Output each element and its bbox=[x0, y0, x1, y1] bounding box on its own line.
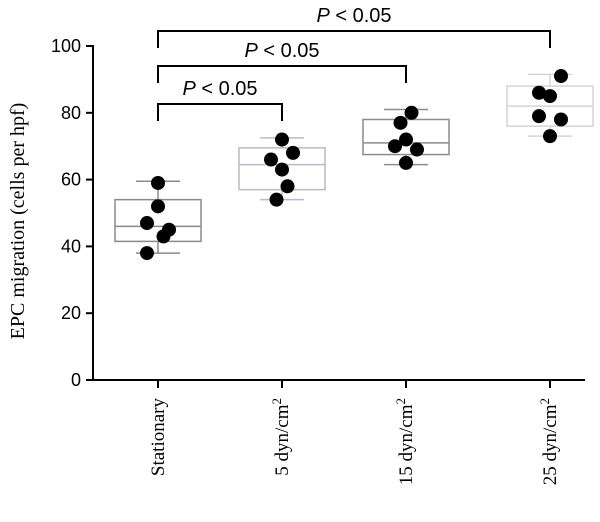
significance-bracket-1 bbox=[157, 65, 407, 83]
data-point-3-2 bbox=[543, 89, 557, 104]
data-point-2-5 bbox=[399, 155, 413, 170]
data-point-3-0 bbox=[554, 69, 568, 84]
data-point-0-0 bbox=[151, 175, 165, 190]
significance-bracket-2 bbox=[157, 30, 551, 48]
data-point-1-2 bbox=[264, 152, 278, 167]
y-axis: 0 20 40 60 80 100 bbox=[51, 36, 94, 390]
data-point-0-2 bbox=[140, 216, 154, 231]
data-point-3-1 bbox=[532, 85, 546, 100]
x-category-label-2: 15 dyn/cm2 bbox=[393, 398, 417, 485]
y-axis-label: EPC migration (cells per hpf) bbox=[7, 103, 29, 340]
x-axis: Stationary 5 dyn/cm2 15 dyn/cm2 25 dyn/cm2 bbox=[93, 379, 585, 485]
data-point-3-5 bbox=[543, 129, 557, 144]
data-point-0-1 bbox=[151, 199, 165, 214]
data-points bbox=[140, 69, 568, 261]
data-point-1-3 bbox=[275, 162, 289, 177]
significance-brackets: P < 0.05 P < 0.05 P < 0.05 bbox=[157, 5, 551, 121]
boxes bbox=[114, 73, 594, 254]
data-point-0-4 bbox=[156, 229, 171, 244]
x-category-label-0: Stationary bbox=[148, 398, 169, 477]
data-point-1-5 bbox=[269, 192, 284, 207]
data-point-2-4 bbox=[410, 142, 424, 157]
data-point-3-3 bbox=[532, 109, 546, 124]
data-point-2-0 bbox=[404, 105, 419, 120]
y-tick-label-40: 40 bbox=[61, 236, 81, 256]
y-tick-label-100: 100 bbox=[51, 36, 81, 56]
x-category-label-3: 25 dyn/cm2 bbox=[537, 398, 561, 485]
y-tick-label-80: 80 bbox=[61, 103, 81, 123]
data-point-2-3 bbox=[388, 139, 402, 154]
data-point-0-5 bbox=[140, 246, 154, 261]
significance-label-1: P < 0.05 bbox=[244, 40, 319, 62]
data-point-1-4 bbox=[280, 179, 295, 194]
significance-label-0: P < 0.05 bbox=[182, 78, 257, 100]
data-point-1-0 bbox=[275, 132, 289, 147]
data-point-1-1 bbox=[286, 145, 300, 160]
significance-bracket-0 bbox=[157, 103, 283, 121]
y-tick-label-20: 20 bbox=[61, 303, 81, 323]
data-point-3-4 bbox=[554, 112, 568, 127]
y-tick-label-60: 60 bbox=[61, 170, 81, 190]
y-tick-label-0: 0 bbox=[71, 370, 81, 390]
significance-label-2: P < 0.05 bbox=[316, 5, 391, 27]
x-category-label-1: 5 dyn/cm2 bbox=[269, 398, 293, 476]
data-point-2-1 bbox=[393, 115, 408, 130]
data-point-2-2 bbox=[399, 132, 413, 147]
